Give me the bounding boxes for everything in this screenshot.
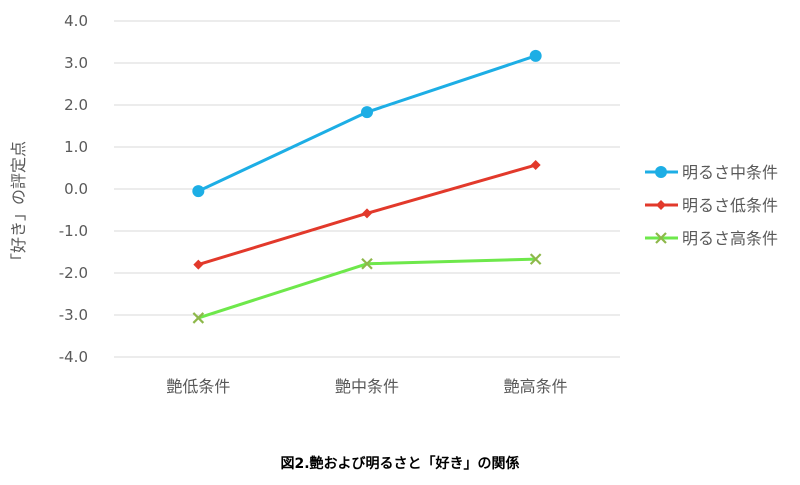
y-tick-label: -1.0 bbox=[59, 222, 88, 240]
x-tick-label: 艶高条件 bbox=[504, 377, 568, 396]
y-axis-ticks: 4.0 3.0 2.0 1.0 0.0 -1.0 -2.0 -3.0 -4.0 bbox=[59, 12, 88, 366]
y-axis-label: 「好き」の評定点 bbox=[9, 141, 28, 269]
series-line bbox=[197, 257, 536, 320]
y-tick-label: 3.0 bbox=[64, 54, 88, 72]
data-point bbox=[655, 166, 667, 178]
y-tick-label: 0.0 bbox=[64, 180, 88, 198]
legend-label: 明るさ高条件 bbox=[682, 229, 778, 248]
gridlines bbox=[114, 20, 620, 358]
y-tick-label: 4.0 bbox=[64, 12, 88, 30]
x-tick-label: 艶中条件 bbox=[335, 377, 399, 396]
figure-caption: 図2.艶および明るさと「好き」の関係 bbox=[280, 455, 519, 472]
data-point bbox=[192, 312, 205, 324]
y-tick-label: 2.0 bbox=[64, 96, 88, 114]
legend-label: 明るさ中条件 bbox=[682, 163, 778, 182]
data-point bbox=[655, 232, 667, 244]
legend-item: 明るさ高条件 bbox=[645, 229, 778, 248]
y-tick-label: -4.0 bbox=[59, 348, 88, 366]
data-point bbox=[529, 49, 542, 62]
y-tick-label: 1.0 bbox=[64, 138, 88, 156]
data-point bbox=[361, 106, 373, 119]
y-tick-label: -3.0 bbox=[59, 306, 88, 324]
data-point bbox=[361, 257, 373, 270]
series-lines bbox=[192, 49, 542, 324]
legend-item: 明るさ低条件 bbox=[645, 196, 778, 215]
data-point bbox=[362, 208, 372, 219]
x-axis-ticks: 艶低条件 艶中条件 艶高条件 bbox=[166, 377, 567, 396]
data-point bbox=[529, 253, 542, 265]
data-point bbox=[193, 259, 204, 270]
legend-item: 明るさ中条件 bbox=[645, 163, 778, 182]
x-tick-label: 艶低条件 bbox=[166, 377, 230, 396]
legend-label: 明るさ低条件 bbox=[682, 196, 778, 215]
data-point bbox=[192, 185, 205, 198]
y-tick-label: -2.0 bbox=[59, 264, 88, 282]
series-line bbox=[197, 54, 537, 193]
data-point bbox=[530, 160, 541, 171]
data-point bbox=[656, 200, 666, 210]
